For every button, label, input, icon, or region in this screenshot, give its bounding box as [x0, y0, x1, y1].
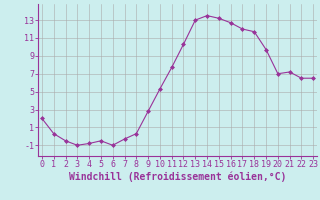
X-axis label: Windchill (Refroidissement éolien,°C): Windchill (Refroidissement éolien,°C)	[69, 172, 286, 182]
